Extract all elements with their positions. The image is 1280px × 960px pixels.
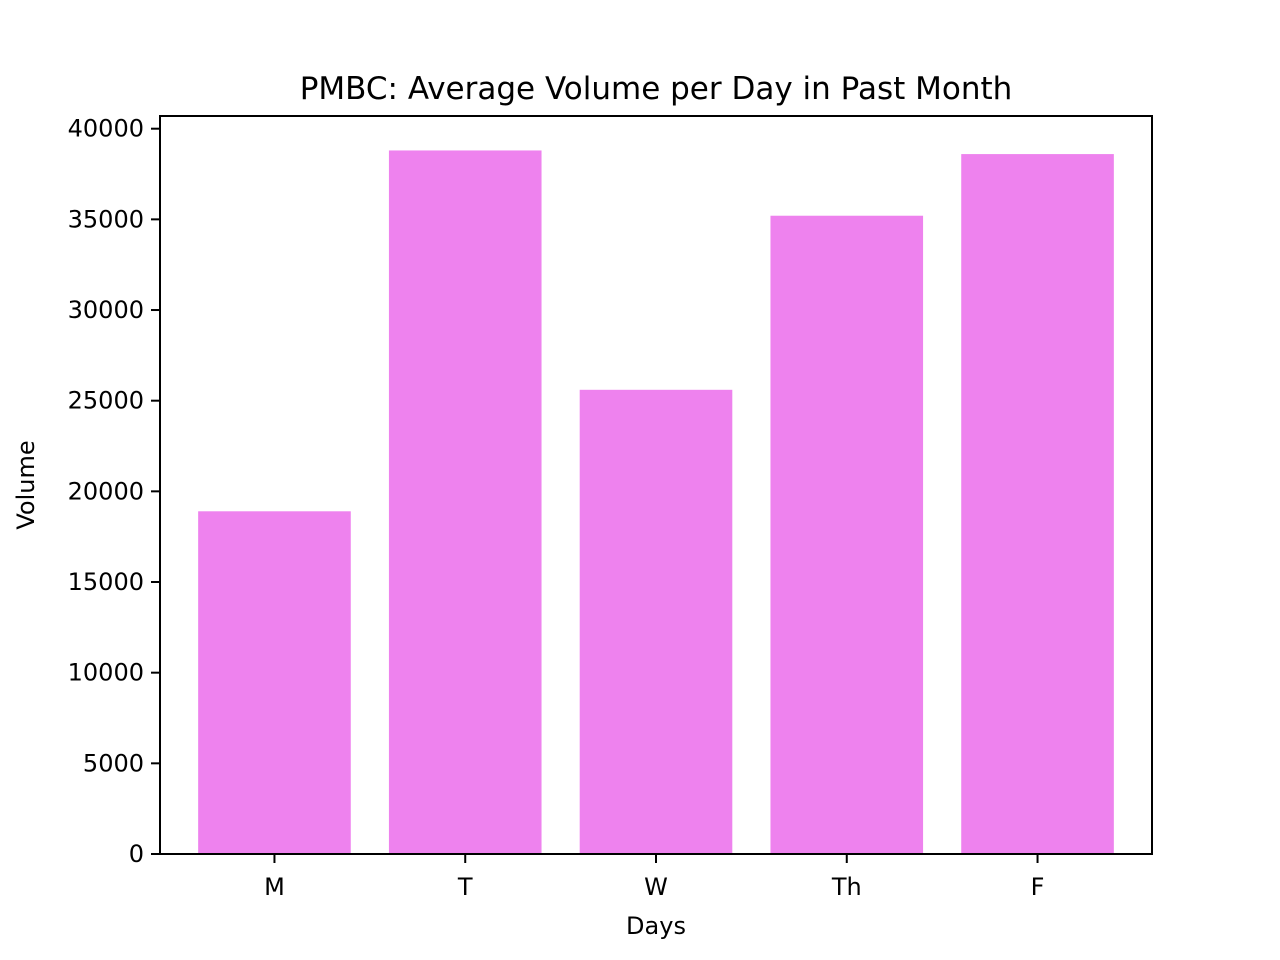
chart-title: PMBC: Average Volume per Day in Past Mon… <box>300 71 1013 107</box>
bar-w <box>579 389 733 854</box>
x-tick-label: T <box>457 873 473 901</box>
y-axis-label: Volume <box>12 440 40 529</box>
x-axis-label: Days <box>626 912 686 940</box>
y-tick-label: 25000 <box>68 387 144 415</box>
y-axis: 0 5000 10000 15000 20000 25000 30000 35000 40000 <box>68 115 160 868</box>
bar-m <box>198 511 351 854</box>
y-tick-label: 10000 <box>68 659 144 687</box>
y-tick-label: 30000 <box>68 296 144 324</box>
y-tick-label: 5000 <box>83 749 144 777</box>
y-tick-label: 40000 <box>68 115 144 143</box>
y-tick-label: 0 <box>129 840 144 868</box>
bars <box>198 150 1114 855</box>
bar-th <box>770 215 924 854</box>
x-tick-label: Th <box>831 873 862 901</box>
x-tick-label: W <box>644 873 668 901</box>
x-tick-label: F <box>1031 873 1045 901</box>
bar-f <box>961 154 1114 855</box>
bar-t <box>388 150 542 854</box>
y-tick-label: 20000 <box>68 477 144 505</box>
x-axis: M T W Th F <box>264 854 1044 901</box>
x-tick-label: M <box>264 873 285 901</box>
y-tick-label: 35000 <box>68 205 144 233</box>
y-tick-label: 15000 <box>68 568 144 596</box>
